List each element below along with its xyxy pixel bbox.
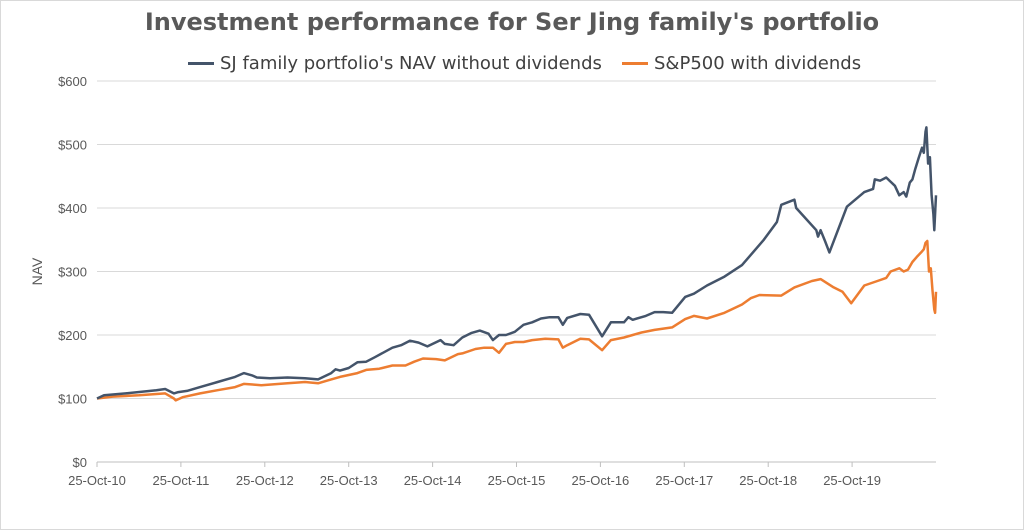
legend-swatch-sp500 (622, 61, 648, 65)
y-tick-label: $100 (58, 392, 87, 407)
x-tick-label: 25-Oct-18 (739, 473, 797, 488)
x-tick-label: 25-Oct-13 (320, 473, 378, 488)
x-tick-label: 25-Oct-10 (68, 473, 126, 488)
y-tick-label: $500 (58, 138, 87, 153)
legend-item-portfolio: SJ family portfolio's NAV without divide… (188, 52, 602, 74)
legend-label-portfolio: SJ family portfolio's NAV without divide… (220, 52, 602, 74)
y-tick-label: $300 (58, 265, 87, 280)
y-tick-label: $400 (58, 201, 87, 216)
x-tick-label: 25-Oct-19 (823, 473, 881, 488)
y-tick-label: $200 (58, 328, 87, 343)
y-tick-label: $0 (73, 455, 87, 470)
legend-label-sp500: S&P500 with dividends (654, 52, 862, 74)
legend-item-sp500: S&P500 with dividends (622, 52, 861, 74)
series-lines (96, 126, 938, 402)
x-axis-ticks: 25-Oct-10 25-Oct-11 25-Oct-12 25-Oct-13 25-O… (68, 462, 881, 488)
gridlines (97, 80, 936, 463)
x-tick-label: 25-Oct-14 (404, 473, 462, 488)
series-line-sp500 (96, 239, 938, 402)
y-axis-label: NAV (29, 257, 45, 285)
legend-swatch-portfolio (188, 61, 214, 65)
y-tick-label: $600 (58, 74, 87, 89)
chart-legend: SJ family portfolio's NAV without divide… (0, 52, 1024, 76)
x-tick-label: 25-Oct-15 (488, 473, 546, 488)
series-line-portfolio (96, 126, 938, 400)
x-tick-label: 25-Oct-12 (236, 473, 294, 488)
x-tick-label: 25-Oct-17 (655, 473, 713, 488)
chart-title: Investment performance for Ser Jing fami… (144, 8, 880, 36)
x-tick-label: 25-Oct-11 (152, 473, 209, 488)
y-axis-ticks: $0 $100 $200 $300 $400 $500 $600 (58, 74, 87, 470)
x-tick-label: 25-Oct-16 (571, 473, 629, 488)
